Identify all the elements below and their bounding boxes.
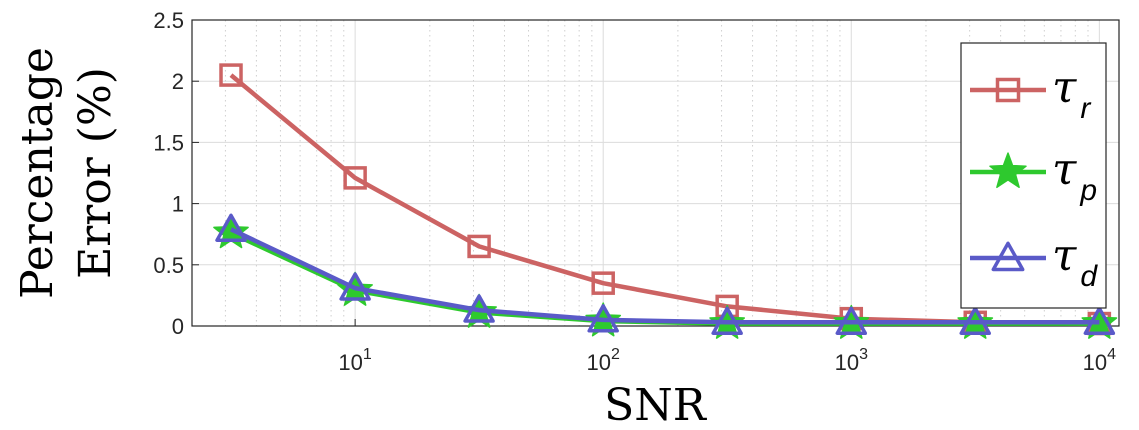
legend-marker: [991, 241, 1025, 272]
legend-marker: [995, 77, 1021, 103]
series-d-point: [711, 306, 743, 335]
series-d-point: [959, 306, 991, 335]
plot-frame: [191, 19, 1120, 327]
series-d-point: [339, 272, 371, 301]
y-axis-title-line-2: Error (%): [70, 67, 121, 279]
series-r-point: [219, 63, 243, 87]
legend-marker: [989, 152, 1027, 189]
series-d-point: [1083, 306, 1116, 335]
x-tick-label: 101: [338, 346, 371, 375]
series-d: [215, 213, 1116, 335]
y-tick-label: 1: [172, 192, 184, 217]
legend-box: [960, 42, 1107, 309]
y-tick-label: 2.5: [153, 8, 184, 33]
series-d-point: [463, 294, 495, 323]
y-tick-label: 2: [172, 69, 184, 94]
series-d-line: [230, 227, 1100, 325]
y-axis-title-line-1: Percentage: [12, 47, 63, 299]
legend: τ rτ pτ d: [960, 42, 1107, 309]
y-tick-label: 0.5: [153, 253, 184, 278]
series-d-point: [587, 304, 619, 333]
y-axis: 0 0.5 1 1.5 2 2.5: [153, 8, 199, 339]
x-tick-label: 104: [1083, 346, 1116, 375]
y-tick-label: 0: [172, 314, 184, 339]
x-tick-label: 102: [587, 346, 620, 375]
series-group: [213, 63, 1118, 339]
x-axis-title: SNR: [604, 380, 708, 430]
x-axis: 101 102 103 104: [338, 319, 1116, 375]
series-d-point: [215, 213, 247, 242]
x-tick-label: 103: [835, 346, 868, 375]
series-d-point: [835, 306, 868, 335]
series-r-point: [467, 234, 491, 259]
series-r-point: [343, 166, 367, 190]
y-tick-label: 1.5: [153, 130, 184, 155]
series-r-point: [591, 271, 615, 295]
